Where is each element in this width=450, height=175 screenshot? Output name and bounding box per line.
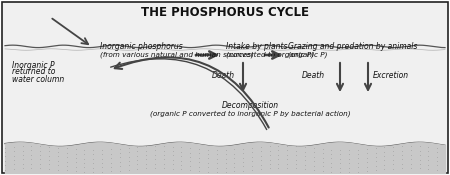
Text: Inorganic P: Inorganic P <box>12 61 54 69</box>
Text: returned to: returned to <box>12 68 55 76</box>
Text: THE PHOSPHORUS CYCLE: THE PHOSPHORUS CYCLE <box>141 6 309 19</box>
Text: Excretion: Excretion <box>373 71 409 79</box>
Text: Grazing and predation by animals: Grazing and predation by animals <box>288 42 418 51</box>
Text: water column: water column <box>12 75 64 83</box>
FancyArrowPatch shape <box>115 57 269 128</box>
FancyBboxPatch shape <box>2 2 448 173</box>
Text: (converted to organic P): (converted to organic P) <box>226 51 314 58</box>
Text: Death: Death <box>302 71 325 79</box>
Text: Inorganic phosphorus: Inorganic phosphorus <box>100 42 183 51</box>
Text: Intake by plants: Intake by plants <box>226 42 288 51</box>
Text: (organic P): (organic P) <box>288 51 328 58</box>
Text: (from various natural and human sources): (from various natural and human sources) <box>100 51 254 58</box>
Text: Decomposition: Decomposition <box>221 101 279 110</box>
Text: (organic P converted to inorganic P by bacterial action): (organic P converted to inorganic P by b… <box>150 110 350 117</box>
Text: Death: Death <box>212 71 235 79</box>
FancyArrowPatch shape <box>111 59 267 130</box>
